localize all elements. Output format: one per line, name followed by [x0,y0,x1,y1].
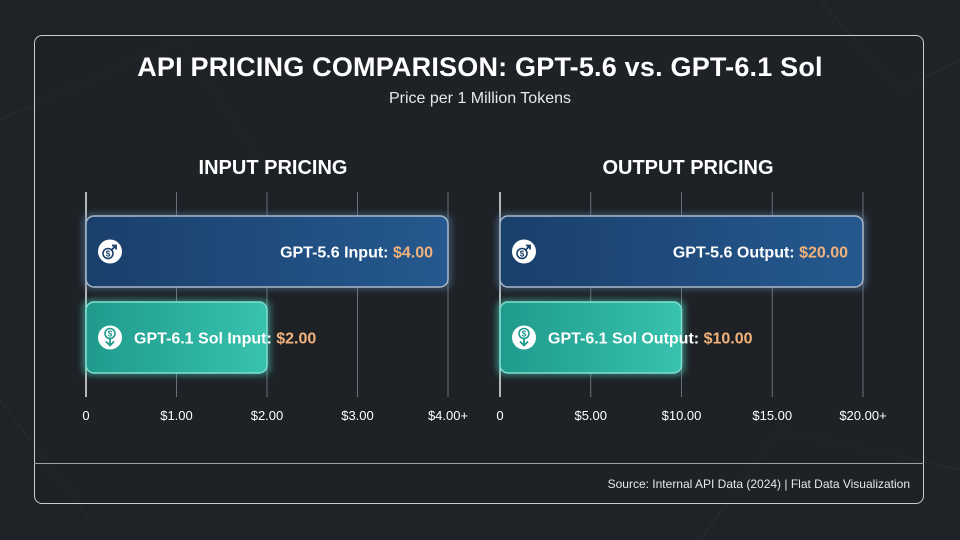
gpt-6-1-sol-output-bar [499,301,683,374]
gpt-6-1-sol-output-label: GPT-6.1 Sol Output: $10.00 [548,331,753,348]
tick-label: $5.00 [574,408,607,423]
gpt-5-6-input-label: GPT-5.6 Input: $4.00 [280,245,433,262]
gpt-5-6-output-bar-group [496,213,867,290]
output-pricing-title: OUTPUT PRICING [602,157,774,179]
bar-category: GPT-5.6 Output: [673,245,799,262]
input-pricing-title: INPUT PRICING [198,157,348,179]
dollar-down-arrow-icon: $ [98,325,122,350]
bar-category: GPT-6.1 Sol Input: [134,331,276,348]
tick-label: $20.00+ [839,408,886,423]
tick-label: $4.00+ [428,408,468,423]
bar-value: $2.00 [276,331,316,348]
dollar-down-arrow-icon: $ [512,325,536,350]
bar-value: $10.00 [704,331,753,348]
tick-label: $2.00 [251,408,284,423]
tick-label: $1.00 [160,408,193,423]
dollar-up-arrow-icon: $ [98,239,122,264]
gpt-5-6-output-label: GPT-5.6 Output: $20.00 [673,245,848,262]
gpt-5-6-input-bar-group [82,213,452,290]
gpt-6-1-sol-input-bar [85,301,268,374]
tick-label: 0 [496,408,503,423]
gpt-5-6-input-bar [85,215,449,288]
source-note: Source: Internal API Data (2024) | Flat … [607,477,910,491]
tick-label: $3.00 [341,408,374,423]
chart-subtitle: Price per 1 Million Tokens [388,90,571,107]
svg-text:$: $ [106,250,111,259]
gpt-5-6-output-bar [499,215,864,288]
svg-text:$: $ [520,250,525,259]
bar-category: GPT-5.6 Input: [280,245,393,262]
tick-label: 0 [82,408,89,423]
svg-text:$: $ [108,330,113,339]
svg-text:$: $ [522,330,527,339]
gpt-6-1-sol-input-label: GPT-6.1 Sol Input: $2.00 [134,331,316,348]
tick-label: $15.00 [752,408,792,423]
gpt-6-1-sol-input-bar-group [82,299,271,376]
bar-category: GPT-6.1 Sol Output: [548,331,704,348]
bar-value: $4.00 [393,245,433,262]
bar-value: $20.00 [799,245,848,262]
gpt-6-1-sol-output-bar-group [496,299,686,376]
footer-divider [34,463,924,464]
dollar-up-arrow-icon: $ [512,239,536,264]
tick-label: $10.00 [662,408,702,423]
chart-title: API PRICING COMPARISON: GPT-5.6 vs. GPT-… [137,52,823,82]
